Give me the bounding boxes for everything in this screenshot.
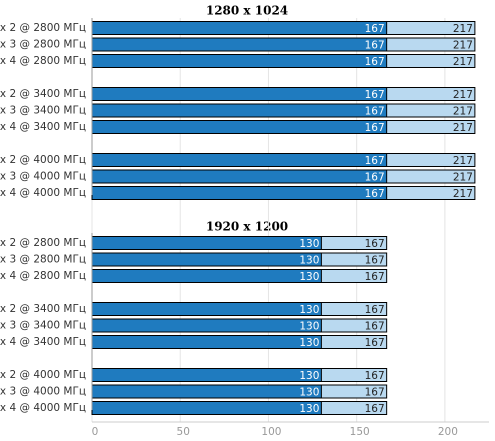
y-tick-label: x 2 @ 2800 МГц xyxy=(0,237,86,249)
y-tick-label: x 3 @ 2800 МГц xyxy=(0,254,86,266)
y-tick-label: x 2 @ 3400 МГц xyxy=(0,88,86,100)
bar xyxy=(91,120,388,134)
data-label: 167 xyxy=(365,337,385,349)
data-label: 167 xyxy=(365,304,385,316)
data-label: 130 xyxy=(299,370,319,382)
bar xyxy=(91,153,388,167)
bar xyxy=(91,87,388,101)
bar xyxy=(91,269,322,283)
data-label: 167 xyxy=(365,238,385,250)
data-label: 167 xyxy=(365,40,385,52)
data-label: 167 xyxy=(365,155,385,167)
bar xyxy=(91,252,322,267)
y-tick-label: x 4 @ 3400 МГц xyxy=(0,336,86,348)
y-tick-label: x 3 @ 2800 МГц xyxy=(0,39,86,51)
data-label: 167 xyxy=(365,89,385,101)
data-label: 167 xyxy=(365,56,385,68)
data-label: 167 xyxy=(365,370,385,382)
data-label: 217 xyxy=(453,40,473,52)
bar xyxy=(91,169,388,184)
bar xyxy=(91,103,388,118)
data-label: 130 xyxy=(299,271,319,283)
data-label: 167 xyxy=(365,172,385,184)
data-label: 217 xyxy=(453,56,473,68)
bar xyxy=(91,236,322,250)
x-tick-label: 50 xyxy=(177,426,190,438)
bar xyxy=(91,21,388,35)
y-tick-label: x 4 @ 2800 МГц xyxy=(0,55,86,67)
x-tick-label: 0 xyxy=(92,426,99,438)
x-tick-label: 100 xyxy=(261,426,281,438)
data-label: 130 xyxy=(299,403,319,415)
data-label: 217 xyxy=(453,106,473,118)
data-label: 167 xyxy=(365,403,385,415)
bar xyxy=(91,335,322,349)
data-label: 217 xyxy=(453,155,473,167)
y-tick-label: x 3 @ 3400 МГц xyxy=(0,105,86,117)
y-tick-label: x 4 @ 4000 МГц xyxy=(0,187,86,199)
bar xyxy=(91,37,388,52)
bar xyxy=(91,384,322,399)
bar xyxy=(91,302,322,316)
data-label: 217 xyxy=(453,23,473,35)
x-tick-label: 200 xyxy=(438,426,458,438)
x-tick-label: 150 xyxy=(350,426,370,438)
data-label: 167 xyxy=(365,387,385,399)
data-label: 167 xyxy=(365,271,385,283)
bar xyxy=(91,401,322,415)
data-label: 167 xyxy=(365,106,385,118)
y-tick-label: x 4 @ 4000 МГц xyxy=(0,402,86,414)
y-tick-label: x 4 @ 2800 МГц xyxy=(0,270,86,282)
data-label: 167 xyxy=(365,188,385,200)
chart-title: 1280 x 1024 xyxy=(206,4,288,18)
data-label: 217 xyxy=(453,172,473,184)
data-label: 217 xyxy=(453,89,473,101)
data-label: 130 xyxy=(299,321,319,333)
data-label: 167 xyxy=(365,23,385,35)
y-tick-label: x 2 @ 3400 МГц xyxy=(0,303,86,315)
data-label: 167 xyxy=(365,122,385,134)
y-tick-label: x 3 @ 4000 МГц xyxy=(0,171,86,183)
data-label: 130 xyxy=(299,337,319,349)
data-label: 167 xyxy=(365,321,385,333)
data-label: 167 xyxy=(365,255,385,267)
bar xyxy=(91,368,322,382)
y-tick-label: x 2 @ 2800 МГц xyxy=(0,22,86,34)
y-tick-label: x 4 @ 3400 МГц xyxy=(0,121,86,133)
y-tick-label: x 2 @ 4000 МГц xyxy=(0,154,86,166)
y-tick-label: x 2 @ 4000 МГц xyxy=(0,369,86,381)
bar xyxy=(91,186,388,200)
data-label: 217 xyxy=(453,188,473,200)
bar xyxy=(91,318,322,333)
data-label: 130 xyxy=(299,255,319,267)
chart-title: 1920 x 1200 xyxy=(206,220,288,234)
data-label: 130 xyxy=(299,387,319,399)
data-label: 217 xyxy=(453,122,473,134)
y-tick-label: x 3 @ 3400 МГц xyxy=(0,320,86,332)
bar xyxy=(91,54,388,68)
data-label: 130 xyxy=(299,304,319,316)
data-label: 130 xyxy=(299,238,319,250)
y-tick-label: x 3 @ 4000 МГц xyxy=(0,386,86,398)
